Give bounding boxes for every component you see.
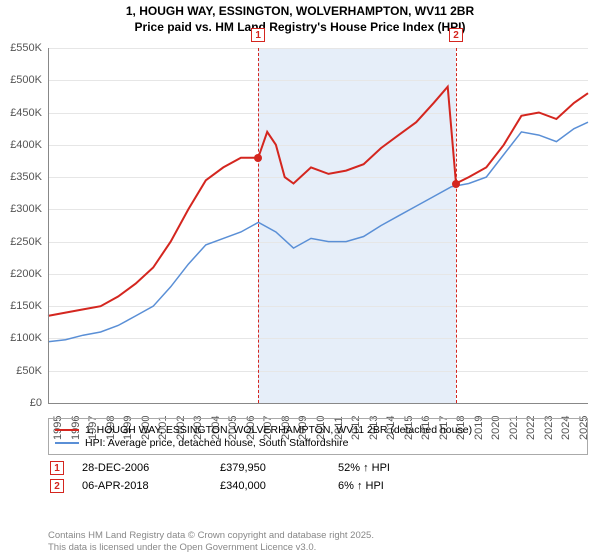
marker-box-1: 1 xyxy=(251,28,265,42)
legend-swatch-hpi xyxy=(55,442,79,444)
chart-title: 1, HOUGH WAY, ESSINGTON, WOLVERHAMPTON, … xyxy=(0,0,600,35)
title-line-2: Price paid vs. HM Land Registry's House … xyxy=(0,20,600,36)
chart-container: 1, HOUGH WAY, ESSINGTON, WOLVERHAMPTON, … xyxy=(0,0,600,560)
legend-row-price: 1, HOUGH WAY, ESSINGTON, WOLVERHAMPTON, … xyxy=(55,424,581,436)
y-tick-label: £450K xyxy=(10,107,42,119)
transaction-marker: 2 xyxy=(50,479,64,493)
transaction-row-2: 2 06-APR-2018 £340,000 6% ↑ HPI xyxy=(50,479,588,493)
transaction-price: £379,950 xyxy=(220,462,320,474)
footer-line-1: Contains HM Land Registry data © Crown c… xyxy=(48,530,374,542)
chart-svg xyxy=(48,48,588,403)
y-tick-label: £250K xyxy=(10,236,42,248)
y-tick-label: £100K xyxy=(10,332,42,344)
transaction-price: £340,000 xyxy=(220,480,320,492)
series-hpi xyxy=(48,122,588,342)
transaction-rows: 1 28-DEC-2006 £379,950 52% ↑ HPI 2 06-APR-201… xyxy=(48,461,588,493)
footer: Contains HM Land Registry data © Crown c… xyxy=(48,530,374,554)
y-tick-label: £400K xyxy=(10,139,42,151)
legend-label-hpi: HPI: Average price, detached house, Sout… xyxy=(85,437,348,449)
y-tick-label: £0 xyxy=(30,397,42,409)
transaction-marker: 1 xyxy=(50,461,64,475)
y-tick-label: £300K xyxy=(10,203,42,215)
y-tick-label: £200K xyxy=(10,268,42,280)
y-tick-label: £50K xyxy=(16,365,42,377)
marker-dot-1 xyxy=(254,154,262,162)
transaction-row-1: 1 28-DEC-2006 £379,950 52% ↑ HPI xyxy=(50,461,588,475)
transaction-hpi-delta: 52% ↑ HPI xyxy=(338,462,390,474)
legend-series-box: 1, HOUGH WAY, ESSINGTON, WOLVERHAMPTON, … xyxy=(48,418,588,455)
y-tick-label: £150K xyxy=(10,300,42,312)
title-line-1: 1, HOUGH WAY, ESSINGTON, WOLVERHAMPTON, … xyxy=(0,4,600,20)
series-price_paid xyxy=(48,87,588,316)
y-tick-label: £550K xyxy=(10,42,42,54)
legend-row-hpi: HPI: Average price, detached house, Sout… xyxy=(55,437,581,449)
marker-box-2: 2 xyxy=(449,28,463,42)
marker-dot-2 xyxy=(452,180,460,188)
marker-line-2 xyxy=(456,48,457,403)
transaction-hpi-delta: 6% ↑ HPI xyxy=(338,480,384,492)
transaction-date: 06-APR-2018 xyxy=(82,480,202,492)
legend-label-price: 1, HOUGH WAY, ESSINGTON, WOLVERHAMPTON, … xyxy=(85,424,472,436)
x-axis xyxy=(48,403,588,404)
y-tick-label: £350K xyxy=(10,171,42,183)
y-tick-label: £500K xyxy=(10,74,42,86)
plot-area: 12 £0£50K£100K£150K£200K£250K£300K£350K£… xyxy=(48,48,588,403)
marker-line-1 xyxy=(258,48,259,403)
y-axis xyxy=(48,48,49,403)
legend: 1, HOUGH WAY, ESSINGTON, WOLVERHAMPTON, … xyxy=(48,418,588,497)
footer-line-2: This data is licensed under the Open Gov… xyxy=(48,542,374,554)
transaction-date: 28-DEC-2006 xyxy=(82,462,202,474)
legend-swatch-price xyxy=(55,429,79,431)
